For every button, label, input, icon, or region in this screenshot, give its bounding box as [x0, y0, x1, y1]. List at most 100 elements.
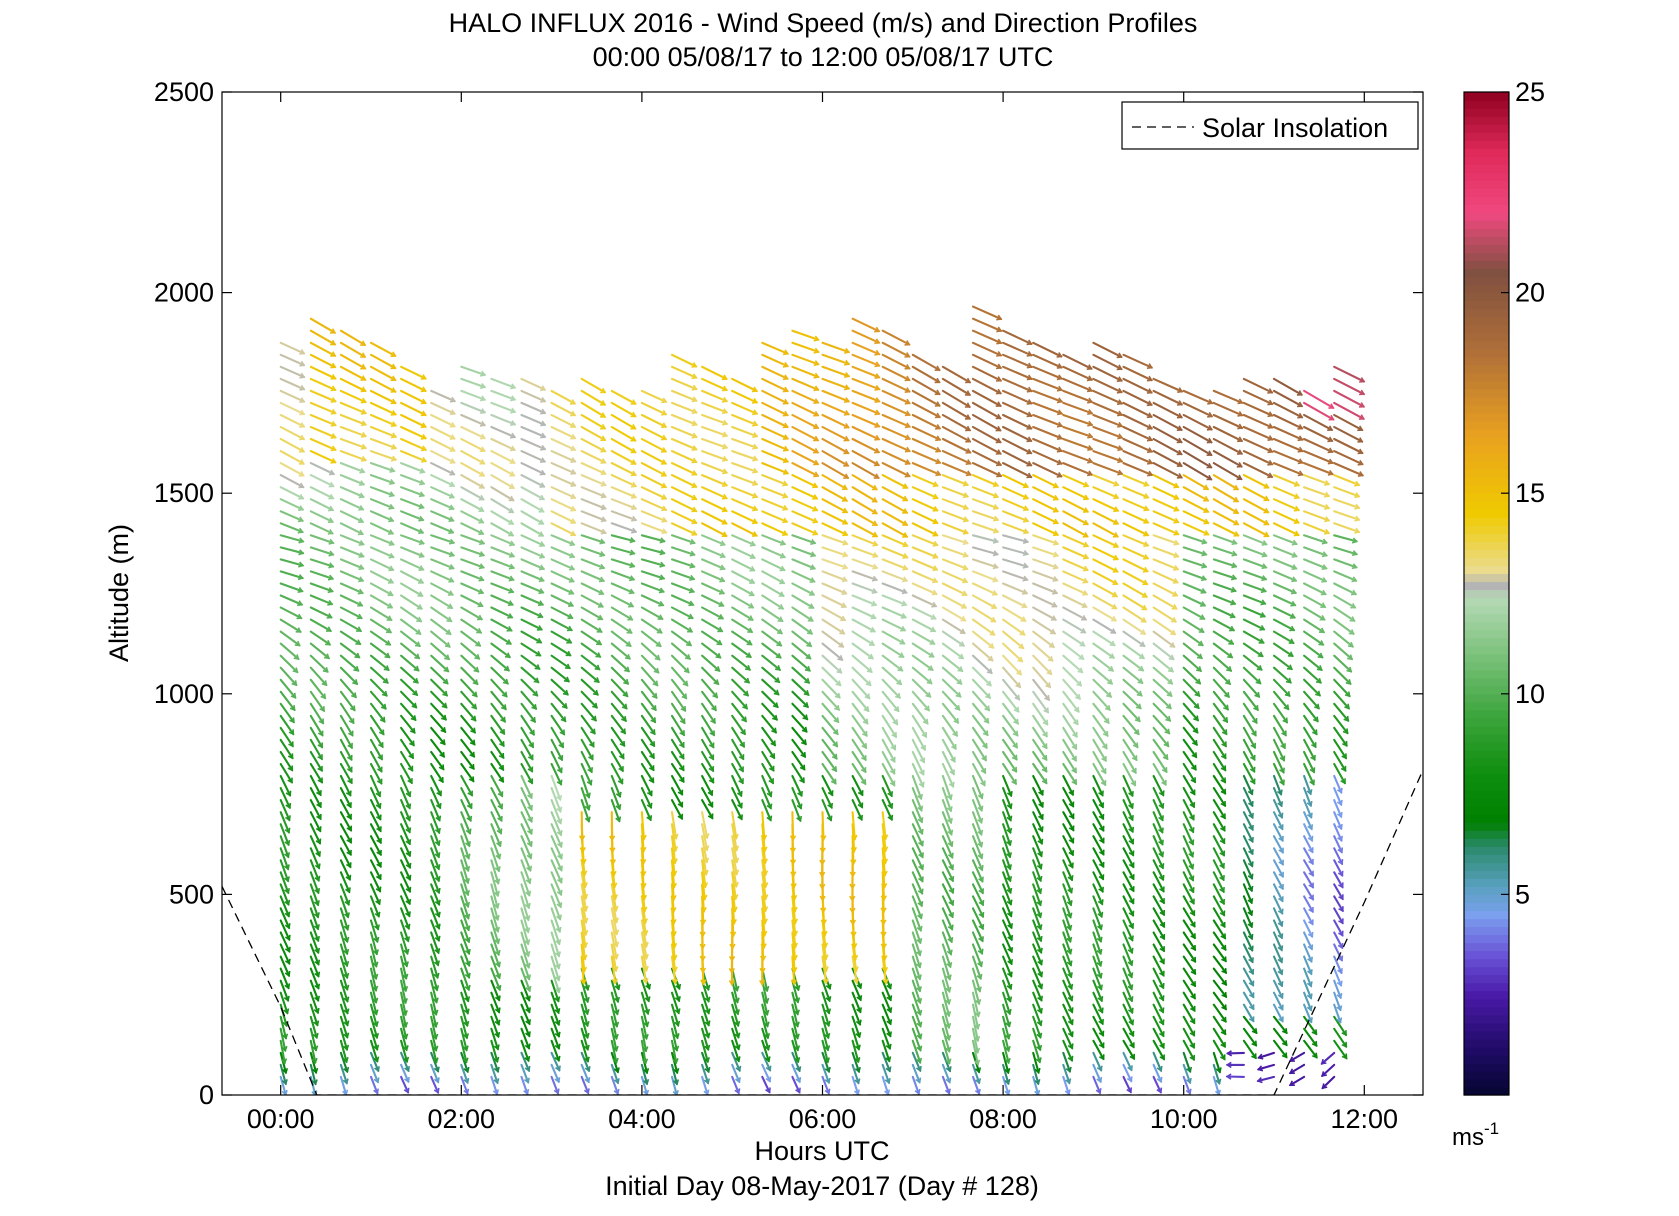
- wind-arrow-head: [494, 878, 501, 885]
- wind-arrow: [369, 919, 380, 944]
- wind-arrow-head: [440, 714, 447, 721]
- wind-arrow-shaft: [369, 522, 394, 535]
- wind-arrow-shaft: [339, 979, 349, 1003]
- wind-arrow-shaft: [279, 823, 290, 846]
- wind-arrow-shaft: [339, 943, 349, 967]
- wind-arrow-head: [493, 914, 500, 922]
- wind-arrow-head: [376, 849, 382, 856]
- wind-arrow-shaft: [400, 401, 427, 417]
- wind-arrow: [339, 474, 366, 486]
- wind-arrow-shaft: [490, 750, 505, 771]
- wind-arrow: [309, 582, 334, 594]
- wind-arrow: [309, 787, 322, 809]
- wind-arrow-shaft: [339, 365, 367, 381]
- wind-arrow: [339, 462, 366, 474]
- wind-arrow: [400, 425, 427, 440]
- wind-arrow-head: [346, 849, 352, 856]
- wind-arrow: [339, 1003, 350, 1027]
- wind-arrow: [279, 642, 300, 660]
- wind-arrow: [339, 365, 367, 381]
- wind-arrow-shaft: [400, 823, 411, 845]
- wind-arrow-head: [330, 374, 337, 380]
- wind-arrow-shaft: [460, 630, 482, 647]
- wind-arrow-shaft: [490, 606, 514, 619]
- wind-arrow: [339, 726, 353, 750]
- wind-arrow: [400, 486, 426, 498]
- wind-arrow-shaft: [279, 678, 297, 699]
- wind-arrow: [490, 606, 514, 619]
- wind-arrow: [430, 835, 441, 859]
- wind-arrow-head: [478, 588, 485, 595]
- wind-arrow-head: [402, 1033, 409, 1040]
- wind-arrow-head: [342, 1044, 350, 1051]
- wind-arrow-head: [343, 948, 350, 956]
- wind-arrow-head: [292, 667, 299, 674]
- wind-arrow-head: [497, 815, 503, 822]
- wind-arrow-shaft: [400, 762, 413, 784]
- wind-arrow-head: [416, 616, 423, 623]
- wind-arrow-head: [508, 575, 515, 582]
- wind-arrow: [400, 570, 425, 584]
- wind-arrow-shaft: [369, 353, 397, 370]
- wind-arrow-shaft: [339, 919, 349, 943]
- wind-arrow-head: [358, 564, 365, 571]
- wind-arrow-shaft: [369, 510, 394, 522]
- wind-arrow-head: [470, 727, 476, 734]
- wind-arrow: [279, 931, 291, 953]
- wind-arrow-head: [345, 862, 352, 869]
- wind-arrow: [309, 510, 334, 524]
- wind-arrow-head: [497, 803, 504, 810]
- wind-arrow-shaft: [430, 919, 440, 942]
- wind-arrow: [430, 594, 454, 610]
- wind-arrow-head: [359, 467, 366, 474]
- wind-arrow-shaft: [339, 450, 367, 462]
- wind-arrow: [430, 570, 455, 583]
- wind-arrow-shaft: [400, 510, 425, 522]
- wind-arrow-head: [435, 802, 442, 810]
- wind-arrow-head: [433, 972, 440, 979]
- wind-arrow: [279, 425, 306, 441]
- wind-arrow-head: [494, 1007, 501, 1014]
- wind-arrow-shaft: [369, 919, 379, 943]
- wind-arrow-head: [464, 853, 471, 860]
- wind-arrow: [400, 738, 415, 760]
- wind-arrow: [279, 341, 306, 355]
- wind-arrow-shaft: [309, 1003, 319, 1027]
- wind-arrow-shaft: [339, 907, 349, 931]
- wind-arrow-shaft: [309, 377, 337, 391]
- wind-arrow: [279, 702, 295, 724]
- wind-arrow: [400, 401, 427, 417]
- wind-arrow: [339, 738, 353, 761]
- wind-arrow-shaft: [279, 594, 303, 606]
- wind-arrow-shaft: [460, 606, 483, 621]
- wind-arrow-shaft: [430, 943, 440, 967]
- wind-arrow-head: [297, 516, 304, 523]
- wind-arrow: [309, 486, 335, 500]
- wind-arrow-head: [410, 715, 417, 722]
- wind-arrow-shaft: [460, 943, 471, 967]
- wind-arrow-shaft: [339, 377, 367, 393]
- wind-arrow-head: [448, 516, 455, 523]
- wind-arrow-shaft: [339, 991, 349, 1015]
- wind-arrow-shaft: [369, 474, 395, 485]
- wind-arrow: [279, 437, 306, 453]
- wind-arrow-head: [463, 877, 470, 885]
- wind-arrow: [490, 811, 503, 835]
- wind-arrow: [400, 594, 423, 610]
- wind-arrow-shaft: [460, 437, 486, 452]
- wind-arrow-head: [345, 874, 352, 881]
- wind-arrow-head: [357, 529, 364, 536]
- wind-arrow: [430, 666, 449, 685]
- wind-arrow-head: [493, 926, 500, 933]
- wind-arrow-head: [418, 539, 425, 546]
- wind-arrow: [430, 618, 452, 636]
- wind-arrow-shaft: [460, 979, 470, 1003]
- wind-arrow-head: [314, 863, 321, 870]
- wind-arrow: [430, 630, 451, 648]
- wind-arrow-shaft: [309, 811, 322, 833]
- wind-arrow-shaft: [309, 907, 320, 930]
- wind-arrow: [400, 1051, 410, 1073]
- wind-arrow: [279, 895, 291, 918]
- wind-arrow: [309, 774, 322, 797]
- wind-arrow-shaft: [460, 558, 485, 569]
